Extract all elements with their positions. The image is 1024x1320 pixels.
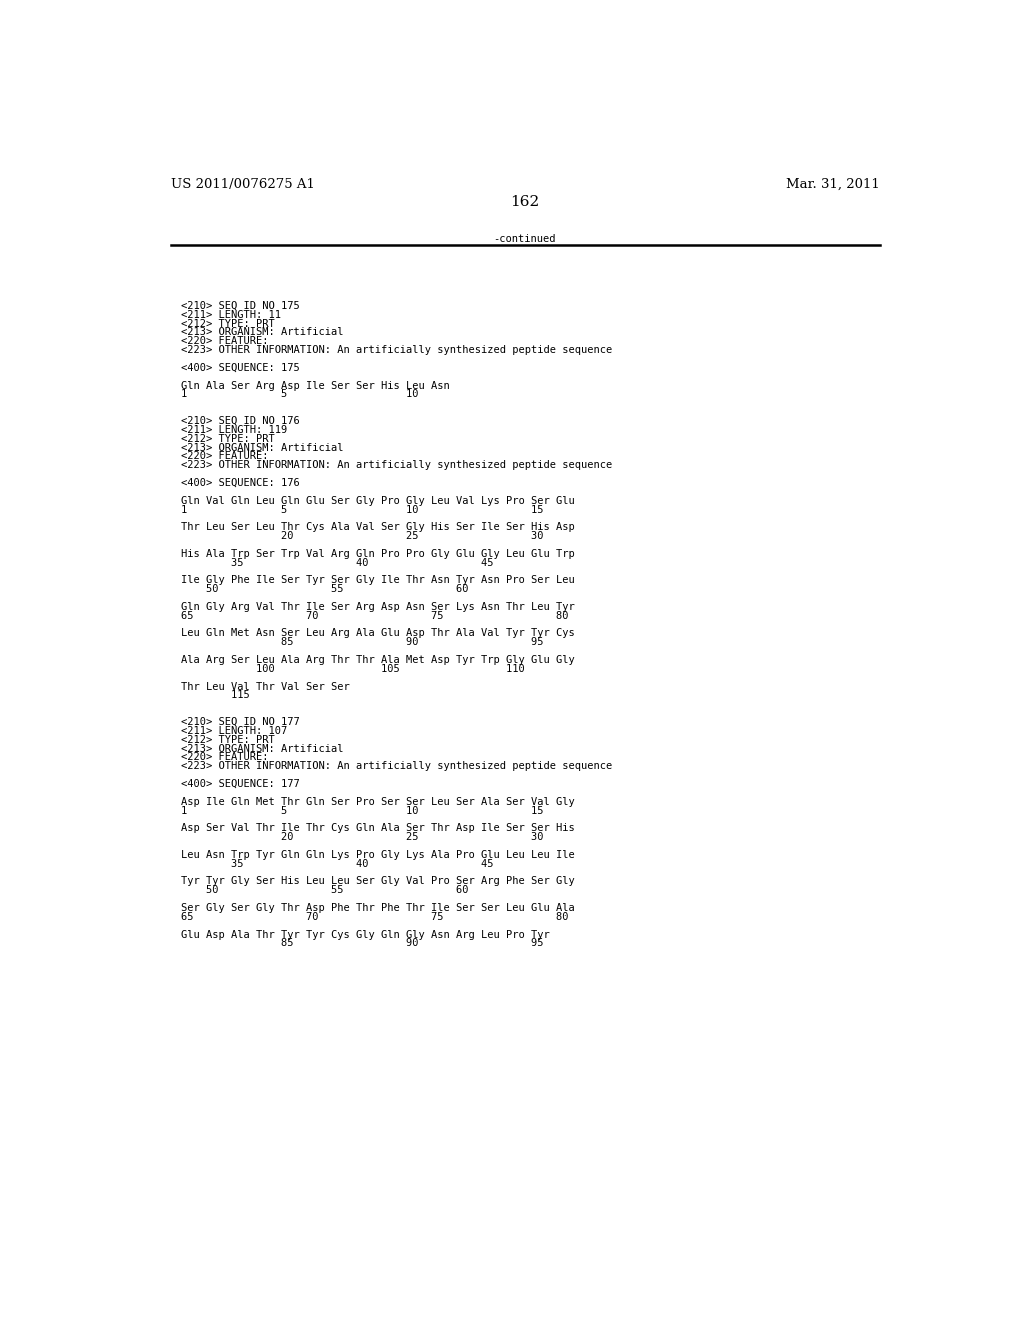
Text: Ala Arg Ser Leu Ala Arg Thr Thr Ala Met Asp Tyr Trp Gly Glu Gly: Ala Arg Ser Leu Ala Arg Thr Thr Ala Met … [180, 655, 574, 665]
Text: <400> SEQUENCE: 177: <400> SEQUENCE: 177 [180, 779, 299, 789]
Text: 35                  40                  45: 35 40 45 [180, 557, 494, 568]
Text: <223> OTHER INFORMATION: An artificially synthesized peptide sequence: <223> OTHER INFORMATION: An artificially… [180, 762, 612, 771]
Text: <210> SEQ ID NO 177: <210> SEQ ID NO 177 [180, 717, 299, 727]
Text: Gln Ala Ser Arg Asp Ile Ser Ser His Leu Asn: Gln Ala Ser Arg Asp Ile Ser Ser His Leu … [180, 380, 450, 391]
Text: 65                  70                  75                  80: 65 70 75 80 [180, 611, 568, 620]
Text: 100                 105                 110: 100 105 110 [180, 664, 524, 675]
Text: Glu Asp Ala Thr Tyr Tyr Cys Gly Gln Gly Asn Arg Leu Pro Tyr: Glu Asp Ala Thr Tyr Tyr Cys Gly Gln Gly … [180, 929, 550, 940]
Text: Thr Leu Ser Leu Thr Cys Ala Val Ser Gly His Ser Ile Ser His Asp: Thr Leu Ser Leu Thr Cys Ala Val Ser Gly … [180, 523, 574, 532]
Text: 20                  25                  30: 20 25 30 [180, 531, 543, 541]
Text: <212> TYPE: PRT: <212> TYPE: PRT [180, 318, 274, 329]
Text: 115: 115 [180, 690, 250, 701]
Text: <212> TYPE: PRT: <212> TYPE: PRT [180, 735, 274, 744]
Text: <210> SEQ ID NO 175: <210> SEQ ID NO 175 [180, 301, 299, 310]
Text: <213> ORGANISM: Artificial: <213> ORGANISM: Artificial [180, 743, 343, 754]
Text: -continued: -continued [494, 234, 556, 244]
Text: Asp Ser Val Thr Ile Thr Cys Gln Ala Ser Thr Asp Ile Ser Ser His: Asp Ser Val Thr Ile Thr Cys Gln Ala Ser … [180, 824, 574, 833]
Text: <220> FEATURE:: <220> FEATURE: [180, 752, 268, 763]
Text: <211> LENGTH: 107: <211> LENGTH: 107 [180, 726, 287, 735]
Text: 50                  55                  60: 50 55 60 [180, 585, 468, 594]
Text: 1               5                   10                  15: 1 5 10 15 [180, 805, 543, 816]
Text: <211> LENGTH: 11: <211> LENGTH: 11 [180, 310, 281, 319]
Text: <213> ORGANISM: Artificial: <213> ORGANISM: Artificial [180, 442, 343, 453]
Text: <212> TYPE: PRT: <212> TYPE: PRT [180, 434, 274, 444]
Text: <213> ORGANISM: Artificial: <213> ORGANISM: Artificial [180, 327, 343, 338]
Text: 50                  55                  60: 50 55 60 [180, 886, 468, 895]
Text: Asp Ile Gln Met Thr Gln Ser Pro Ser Ser Leu Ser Ala Ser Val Gly: Asp Ile Gln Met Thr Gln Ser Pro Ser Ser … [180, 797, 574, 807]
Text: Ser Gly Ser Gly Thr Asp Phe Thr Phe Thr Ile Ser Ser Leu Glu Ala: Ser Gly Ser Gly Thr Asp Phe Thr Phe Thr … [180, 903, 574, 913]
Text: 20                  25                  30: 20 25 30 [180, 832, 543, 842]
Text: 85                  90                  95: 85 90 95 [180, 638, 543, 647]
Text: <220> FEATURE:: <220> FEATURE: [180, 337, 268, 346]
Text: 35                  40                  45: 35 40 45 [180, 859, 494, 869]
Text: Gln Val Gln Leu Gln Glu Ser Gly Pro Gly Leu Val Lys Pro Ser Glu: Gln Val Gln Leu Gln Glu Ser Gly Pro Gly … [180, 496, 574, 506]
Text: 162: 162 [510, 195, 540, 210]
Text: <400> SEQUENCE: 175: <400> SEQUENCE: 175 [180, 363, 299, 372]
Text: 1               5                   10: 1 5 10 [180, 389, 418, 400]
Text: <223> OTHER INFORMATION: An artificially synthesized peptide sequence: <223> OTHER INFORMATION: An artificially… [180, 345, 612, 355]
Text: 1               5                   10                  15: 1 5 10 15 [180, 504, 543, 515]
Text: <220> FEATURE:: <220> FEATURE: [180, 451, 268, 462]
Text: Thr Leu Val Thr Val Ser Ser: Thr Leu Val Thr Val Ser Ser [180, 681, 349, 692]
Text: 65                  70                  75                  80: 65 70 75 80 [180, 912, 568, 921]
Text: Gln Gly Arg Val Thr Ile Ser Arg Asp Asn Ser Lys Asn Thr Leu Tyr: Gln Gly Arg Val Thr Ile Ser Arg Asp Asn … [180, 602, 574, 612]
Text: US 2011/0076275 A1: US 2011/0076275 A1 [171, 178, 314, 190]
Text: <223> OTHER INFORMATION: An artificially synthesized peptide sequence: <223> OTHER INFORMATION: An artificially… [180, 461, 612, 470]
Text: Leu Gln Met Asn Ser Leu Arg Ala Glu Asp Thr Ala Val Tyr Tyr Cys: Leu Gln Met Asn Ser Leu Arg Ala Glu Asp … [180, 628, 574, 639]
Text: <400> SEQUENCE: 176: <400> SEQUENCE: 176 [180, 478, 299, 488]
Text: His Ala Trp Ser Trp Val Arg Gln Pro Pro Gly Glu Gly Leu Glu Trp: His Ala Trp Ser Trp Val Arg Gln Pro Pro … [180, 549, 574, 558]
Text: Leu Asn Trp Tyr Gln Gln Lys Pro Gly Lys Ala Pro Glu Leu Leu Ile: Leu Asn Trp Tyr Gln Gln Lys Pro Gly Lys … [180, 850, 574, 859]
Text: Mar. 31, 2011: Mar. 31, 2011 [786, 178, 880, 190]
Text: Tyr Tyr Gly Ser His Leu Leu Ser Gly Val Pro Ser Arg Phe Ser Gly: Tyr Tyr Gly Ser His Leu Leu Ser Gly Val … [180, 876, 574, 887]
Text: Ile Gly Phe Ile Ser Tyr Ser Gly Ile Thr Asn Tyr Asn Pro Ser Leu: Ile Gly Phe Ile Ser Tyr Ser Gly Ile Thr … [180, 576, 574, 585]
Text: <210> SEQ ID NO 176: <210> SEQ ID NO 176 [180, 416, 299, 426]
Text: <211> LENGTH: 119: <211> LENGTH: 119 [180, 425, 287, 434]
Text: 85                  90                  95: 85 90 95 [180, 939, 543, 948]
